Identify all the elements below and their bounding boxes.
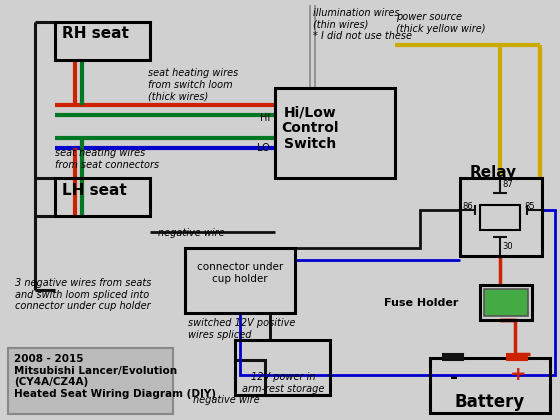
Bar bbox=[443, 354, 463, 360]
Text: negative wire: negative wire bbox=[193, 395, 260, 405]
Text: negative wire: negative wire bbox=[158, 228, 225, 238]
Text: Battery: Battery bbox=[455, 393, 525, 411]
Text: illumination wires
(thin wires)
* I did not use these: illumination wires (thin wires) * I did … bbox=[313, 8, 412, 41]
Text: Fuse Holder: Fuse Holder bbox=[384, 298, 459, 308]
Text: 3 negative wires from seats
and swith loom spliced into
connector under cup hold: 3 negative wires from seats and swith lo… bbox=[15, 278, 151, 311]
Text: HI: HI bbox=[260, 113, 270, 123]
Text: seat heating wires
from seat connectors: seat heating wires from seat connectors bbox=[55, 148, 159, 170]
Bar bbox=[275, 88, 395, 178]
Bar bbox=[8, 348, 173, 414]
Text: Hi/Low
Control
Switch: Hi/Low Control Switch bbox=[281, 105, 339, 151]
Text: LH seat: LH seat bbox=[62, 183, 127, 198]
Text: RH seat: RH seat bbox=[62, 26, 129, 41]
Bar bbox=[480, 205, 520, 230]
Bar bbox=[484, 289, 528, 316]
Text: 87: 87 bbox=[502, 180, 513, 189]
Text: 86: 86 bbox=[462, 202, 473, 211]
Text: switched 12V positive
wires spliced: switched 12V positive wires spliced bbox=[188, 318, 295, 340]
Bar bbox=[55, 22, 150, 60]
Bar bbox=[460, 178, 542, 256]
Bar bbox=[235, 340, 330, 395]
Text: 30: 30 bbox=[502, 242, 512, 251]
Text: Relay: Relay bbox=[470, 165, 517, 180]
Text: LO: LO bbox=[257, 143, 270, 153]
Text: seat heating wires
from switch loom
(thick wires): seat heating wires from switch loom (thi… bbox=[148, 68, 238, 101]
Text: 12V power in
arm-rest storage: 12V power in arm-rest storage bbox=[242, 372, 324, 394]
Bar bbox=[507, 354, 527, 360]
Bar bbox=[430, 358, 550, 413]
Text: +: + bbox=[510, 365, 526, 384]
Text: 2008 - 2015
Mitsubishi Lancer/Evolution
(CY4A/CZ4A)
Heated Seat Wiring Diagram (: 2008 - 2015 Mitsubishi Lancer/Evolution … bbox=[14, 354, 216, 399]
Bar bbox=[55, 178, 150, 216]
Text: -: - bbox=[450, 368, 458, 387]
Text: power source
(thick yellow wire): power source (thick yellow wire) bbox=[396, 12, 486, 34]
Text: 85: 85 bbox=[524, 202, 535, 211]
Bar bbox=[480, 285, 532, 320]
Bar bbox=[185, 248, 295, 313]
Text: connector under
cup holder: connector under cup holder bbox=[197, 262, 283, 284]
